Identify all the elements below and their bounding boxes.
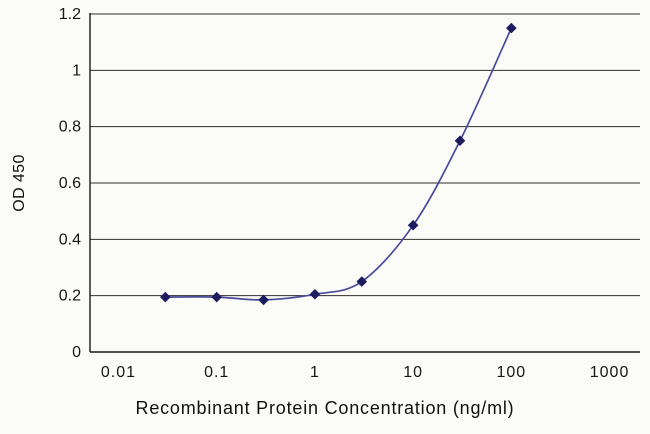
x-tick-label: 100 [496, 364, 526, 381]
data-point-marker [309, 288, 321, 300]
x-tick-label: 1 [310, 364, 320, 381]
y-tick-label: 0.8 [59, 119, 81, 136]
y-tick-label: 1 [72, 62, 81, 79]
data-point-marker [454, 135, 466, 147]
x-axis-title: Recombinant Protein Concentration (ng/ml… [135, 398, 515, 418]
x-tick-label: 10 [403, 364, 423, 381]
x-tick-label: 0.01 [101, 364, 136, 381]
y-tick-label: 0 [72, 344, 81, 361]
y-tick-label: 0.6 [59, 175, 81, 192]
x-tick-label: 1000 [590, 364, 630, 381]
y-tick-label: 1.2 [59, 6, 81, 23]
data-point-marker [211, 291, 223, 303]
y-tick-label: 0.4 [59, 231, 81, 248]
data-point-marker [258, 294, 269, 306]
series-line [165, 27, 513, 301]
data-point-marker [160, 291, 171, 303]
data-point-marker [407, 219, 419, 231]
x-tick-label: 0.1 [204, 364, 229, 381]
y-tick-label: 0.2 [59, 288, 81, 305]
data-point-marker [506, 22, 517, 34]
data-point-marker [356, 276, 368, 287]
y-axis-title: OD 450 [11, 154, 28, 212]
